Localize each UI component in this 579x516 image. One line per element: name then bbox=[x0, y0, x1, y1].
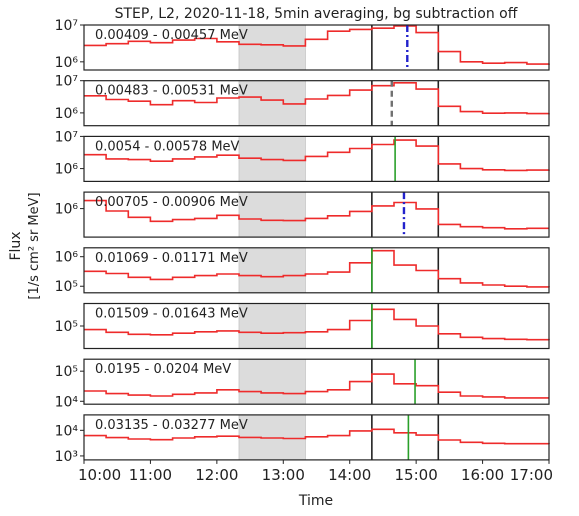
chart-title: STEP, L2, 2020-11-18, 5min averaging, bg… bbox=[115, 6, 518, 22]
y-tick-label: 10⁶ bbox=[55, 202, 79, 218]
y-tick-label: 10⁶ bbox=[55, 162, 79, 178]
x-tick-label: 15:00 bbox=[395, 466, 438, 484]
y-tick-label: 10⁶ bbox=[55, 250, 79, 266]
x-tick-label: 16:00 bbox=[461, 466, 504, 484]
y-tick-label: 10⁷ bbox=[55, 129, 78, 145]
energy-label: 0.01509 - 0.01643 MeV bbox=[95, 307, 248, 322]
y-tick-label: 10³ bbox=[55, 449, 78, 465]
energy-label: 0.01069 - 0.01171 MeV bbox=[95, 251, 248, 266]
y-axis-label: Flux bbox=[8, 231, 24, 260]
shaded-interval bbox=[239, 247, 306, 293]
x-tick-label: 10:00 bbox=[78, 466, 121, 484]
panel-8: 0.03135 - 0.03277 MeV 10⁴ 10³ bbox=[55, 414, 550, 465]
energy-label: 0.0195 - 0.0204 MeV bbox=[95, 362, 231, 377]
flux-series bbox=[84, 199, 549, 230]
shaded-interval bbox=[239, 25, 306, 70]
x-axis-label: Time bbox=[298, 493, 333, 509]
flux-series bbox=[84, 82, 550, 115]
flux-series bbox=[84, 373, 549, 399]
panel-frame bbox=[83, 135, 550, 182]
flux-series bbox=[84, 139, 550, 172]
energy-label: 0.03135 - 0.03277 MeV bbox=[95, 418, 248, 433]
flux-series bbox=[84, 308, 550, 341]
panel-frame bbox=[83, 24, 550, 71]
y-axis-units-group: [1/s cm² sr MeV] bbox=[27, 192, 42, 299]
panel-1: 0.00409 - 0.00457 MeV 10⁷ 10⁶ bbox=[55, 18, 550, 71]
shaded-interval bbox=[239, 359, 306, 405]
x-tick-label: 11:00 bbox=[129, 466, 172, 484]
flux-series bbox=[84, 428, 550, 445]
energy-label: 0.0054 - 0.00578 MeV bbox=[95, 139, 240, 154]
y-tick-label: 10⁴ bbox=[55, 423, 79, 439]
panel-7: 0.0195 - 0.0204 MeV 10⁵ 10⁴ bbox=[55, 358, 550, 410]
energy-label: 0.00483 - 0.00531 MeV bbox=[95, 84, 248, 99]
x-tick-label: 12:00 bbox=[195, 466, 238, 484]
x-axis: 10:00 11:00 12:00 13:00 14:00 15:00 16:00 17:00 bbox=[78, 459, 553, 484]
y-tick-label: 10⁶ bbox=[55, 106, 79, 122]
x-tick-label: 13:00 bbox=[262, 466, 305, 484]
x-tick-label: 14:00 bbox=[328, 466, 371, 484]
flux-series bbox=[84, 25, 550, 65]
shaded-interval bbox=[239, 303, 306, 349]
y-tick-label: 10⁷ bbox=[55, 18, 78, 34]
panel-4: 0.00705 - 0.00906 MeV 10⁶ bbox=[55, 191, 550, 238]
panel-3: 0.0054 - 0.00578 MeV 10⁷ 10⁶ bbox=[55, 129, 550, 182]
panel-6: 0.01509 - 0.01643 MeV 10⁵ bbox=[55, 302, 550, 350]
panel-5: 0.01069 - 0.01171 MeV 10⁶ 10⁵ bbox=[55, 247, 550, 295]
y-axis-units: [1/s cm² sr MeV] bbox=[27, 192, 42, 299]
panel-2: 0.00483 - 0.00531 MeV 10⁷ 10⁶ bbox=[55, 74, 550, 127]
y-tick-label: 10⁵ bbox=[55, 279, 78, 295]
y-tick-label: 10⁶ bbox=[55, 55, 79, 71]
shaded-interval bbox=[239, 192, 306, 238]
panel-frame bbox=[83, 191, 550, 238]
y-tick-label: 10⁴ bbox=[55, 394, 79, 410]
panel-frame bbox=[83, 80, 550, 127]
energy-label: 0.00409 - 0.00457 MeV bbox=[95, 28, 248, 43]
y-tick-label: 10⁵ bbox=[55, 364, 78, 380]
energy-label: 0.00705 - 0.00906 MeV bbox=[95, 195, 248, 210]
panel-frame bbox=[83, 247, 550, 294]
x-tick-label: 17:00 bbox=[510, 466, 553, 484]
y-tick-label: 10⁵ bbox=[55, 319, 78, 335]
flux-series bbox=[84, 249, 550, 288]
panel-frame bbox=[83, 358, 550, 405]
y-axis-label-group: Flux bbox=[8, 231, 24, 260]
panel-frame bbox=[83, 414, 550, 461]
y-tick-label: 10⁷ bbox=[55, 74, 78, 90]
